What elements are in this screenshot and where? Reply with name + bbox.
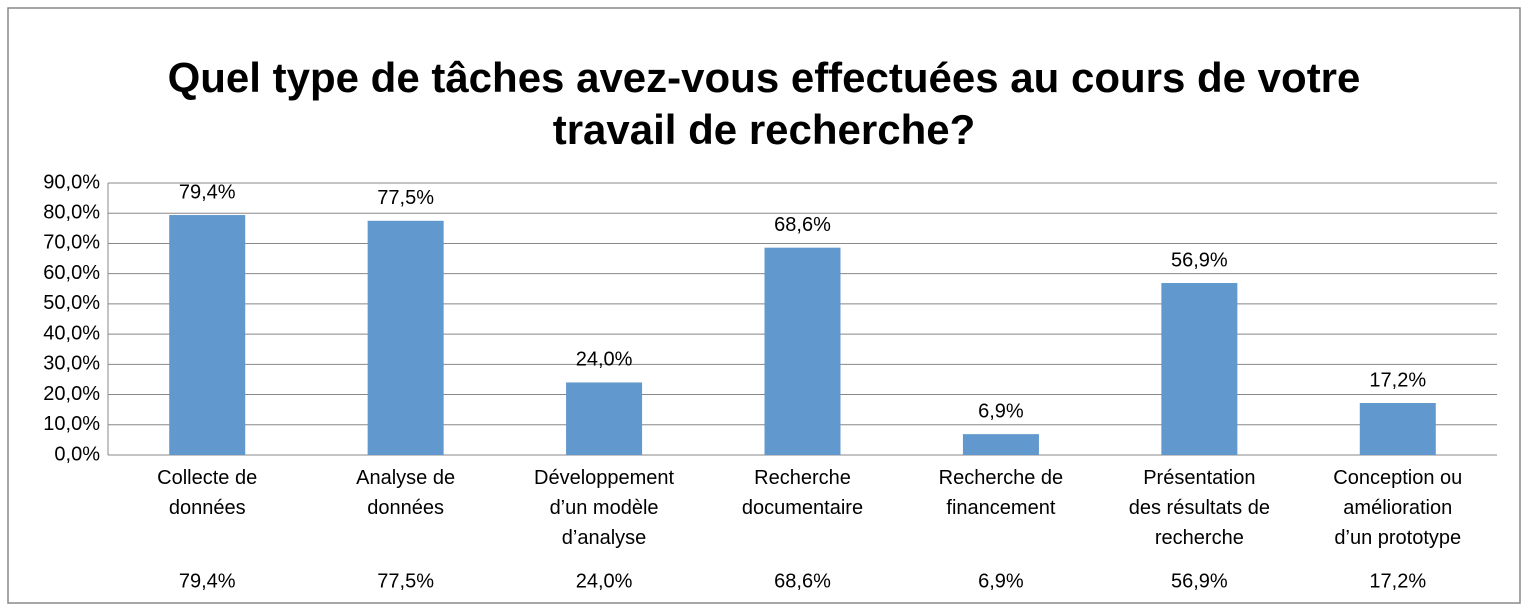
data-label: 68,6%: [774, 214, 831, 236]
y-tick-label: 40,0%: [43, 322, 100, 344]
x-tick-label: Développement d’un modèle d’analyse: [534, 467, 675, 549]
x-tick-label: Collecte de données: [157, 467, 258, 519]
y-tick-label: 10,0%: [43, 413, 100, 435]
y-tick-label: 0,0%: [54, 443, 100, 465]
data-label: 6,9%: [978, 400, 1024, 422]
x-tick-label-box: Analyse de données: [356, 467, 456, 519]
data-label: 56,9%: [1171, 249, 1228, 271]
bar: [962, 434, 1039, 455]
x-tick-label-box: Collecte de données: [157, 467, 258, 519]
data-label: 24,0%: [576, 349, 633, 371]
table-value: 68,6%: [774, 570, 831, 592]
bar: [367, 220, 444, 455]
y-tick-label: 90,0%: [43, 171, 100, 193]
table-value: 77,5%: [377, 570, 434, 592]
x-tick-label: Présentation des résultats de recherche: [1128, 467, 1270, 549]
table-value: 17,2%: [1369, 570, 1426, 592]
table-value: 56,9%: [1171, 570, 1228, 592]
x-tick-label-box: Conception ou amélioration d’un prototyp…: [1333, 467, 1463, 549]
y-tick-label: 60,0%: [43, 262, 100, 284]
bar: [169, 215, 246, 455]
table-value: 79,4%: [179, 570, 236, 592]
x-tick-label: Analyse de données: [356, 467, 456, 519]
x-tick-label-box: Développement d’un modèle d’analyse: [534, 467, 675, 549]
y-tick-label: 30,0%: [43, 353, 100, 375]
x-tick-label-box: Recherche de financement: [938, 467, 1064, 519]
bar: [1359, 403, 1436, 455]
y-tick-label: 20,0%: [43, 383, 100, 405]
bar: [566, 382, 643, 455]
x-tick-label: Conception ou amélioration d’un prototyp…: [1333, 467, 1463, 549]
x-tick-label: Recherche de financement: [938, 467, 1064, 519]
y-tick-label: 50,0%: [43, 292, 100, 314]
x-tick-label: Recherche documentaire: [741, 467, 864, 519]
x-tick-label-box: Recherche documentaire: [741, 467, 864, 519]
y-tick-label: 70,0%: [43, 232, 100, 254]
data-label: 17,2%: [1369, 369, 1426, 391]
y-tick-label: 80,0%: [43, 202, 100, 224]
data-label: 79,4%: [179, 181, 236, 203]
x-tick-label-box: Présentation des résultats de recherche: [1128, 467, 1270, 549]
bar: [764, 247, 841, 455]
table-value: 6,9%: [978, 570, 1024, 592]
chart-border: [7, 7, 1521, 604]
chart-title: Quel type de tâches avez-vous effectuées…: [167, 54, 1361, 153]
data-label: 77,5%: [377, 187, 434, 209]
table-value: 24,0%: [576, 570, 633, 592]
bar: [1161, 283, 1238, 455]
